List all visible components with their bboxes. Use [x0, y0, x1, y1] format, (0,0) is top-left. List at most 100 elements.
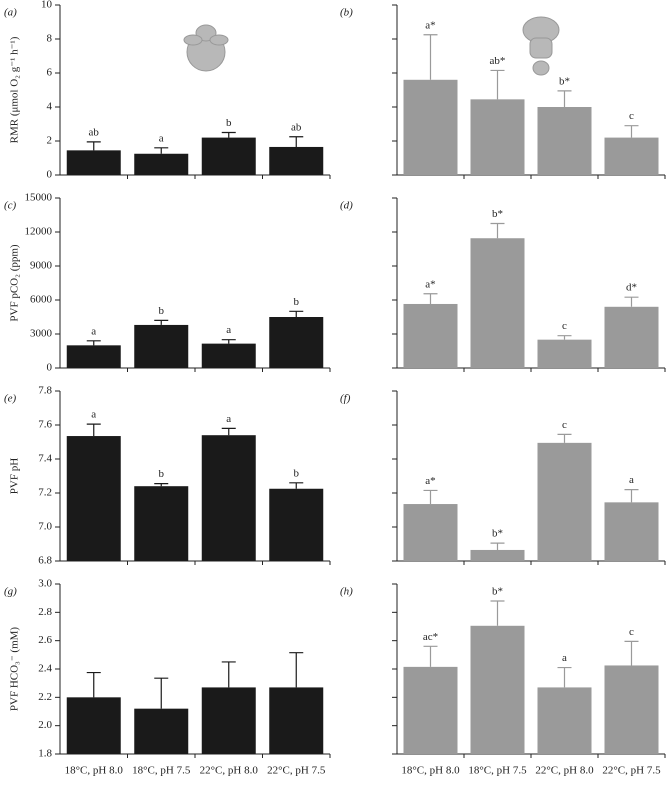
error-bar — [423, 645, 438, 667]
larva-icon — [183, 24, 229, 72]
error-bar — [154, 677, 169, 709]
significance-label: c — [562, 320, 567, 332]
panel-label: (c) — [4, 200, 17, 212]
y-tick-label: 6.8 — [38, 555, 52, 567]
y-tick-label: 8 — [47, 33, 53, 45]
y-tick-label: 4 — [47, 101, 53, 113]
error-bar — [624, 489, 639, 503]
bar — [66, 697, 121, 754]
significance-label: a — [91, 409, 96, 421]
significance-label: b* — [492, 528, 503, 540]
panel-label: (a) — [4, 7, 17, 19]
panel-label: (e) — [4, 393, 17, 405]
bar — [269, 488, 324, 561]
y-tick-label: 10 — [41, 0, 53, 11]
y-tick-label: 2.2 — [38, 691, 52, 703]
significance-label: a — [159, 132, 164, 144]
bar — [269, 317, 324, 368]
pluteus-icon — [522, 16, 560, 76]
y-tick-label: 7.6 — [38, 419, 52, 431]
significance-label: ab — [89, 126, 100, 138]
error-bar — [154, 483, 169, 487]
significance-label: ab* — [490, 55, 506, 67]
bar — [66, 345, 121, 368]
error-bar — [221, 339, 236, 344]
bar — [403, 504, 458, 561]
significance-label: d* — [626, 282, 637, 294]
x-tick-label: 18°C, pH 8.0 — [65, 765, 124, 777]
error-bar — [86, 141, 101, 151]
bar — [537, 339, 592, 368]
y-tick-label: 1.8 — [38, 748, 52, 760]
bar — [134, 153, 189, 175]
error-bar — [221, 131, 236, 138]
bar — [470, 238, 525, 368]
panel-label: (f) — [340, 393, 351, 405]
bar — [134, 486, 189, 561]
significance-label: a — [226, 413, 231, 425]
significance-label: b — [294, 296, 300, 308]
bar — [403, 666, 458, 754]
x-tick-label: 18°C, pH 8.0 — [401, 765, 460, 777]
bar — [470, 99, 525, 175]
error-bar — [86, 671, 101, 698]
significance-label: b — [226, 117, 232, 129]
error-bar — [86, 423, 101, 437]
error-bar — [557, 433, 572, 443]
x-tick-label: 18°C, pH 7.5 — [132, 765, 191, 777]
error-bar — [289, 652, 304, 688]
bar — [470, 625, 525, 754]
y-tick-label: 7.2 — [38, 487, 52, 499]
x-tick-label: 22°C, pH 8.0 — [200, 765, 259, 777]
error-bar — [490, 600, 505, 626]
error-bar — [154, 147, 169, 154]
significance-label: a* — [425, 19, 435, 31]
error-bar — [557, 90, 572, 107]
error-bar — [221, 661, 236, 688]
significance-label: c — [629, 626, 634, 638]
significance-label: b — [159, 468, 165, 480]
error-bar — [423, 293, 438, 304]
x-tick-label: 18°C, pH 7.5 — [468, 765, 527, 777]
error-bar — [490, 542, 505, 550]
y-tick-label: 2.8 — [38, 606, 52, 618]
y-tick-label: 0 — [47, 169, 53, 181]
y-tick-label: 2 — [47, 135, 53, 147]
y-axis-label: PVF pCO₂ (ppm) — [9, 244, 21, 322]
y-tick-label: 3000 — [30, 328, 53, 340]
error-bar — [423, 489, 438, 505]
error-bar — [289, 136, 304, 147]
y-tick-label: 3.0 — [38, 578, 52, 590]
y-axis-label: PVF HCO₃⁻ (mM) — [9, 627, 21, 712]
panel-label: (d) — [340, 200, 353, 212]
significance-label: b — [294, 467, 300, 479]
error-bar — [624, 296, 639, 307]
bar — [537, 107, 592, 175]
significance-label: b* — [492, 208, 503, 220]
bar — [201, 343, 256, 368]
bar — [201, 137, 256, 175]
bar — [134, 324, 189, 368]
significance-label: a — [226, 324, 231, 336]
y-tick-label: 6000 — [30, 294, 53, 306]
significance-label: c — [629, 110, 634, 122]
error-bar — [490, 222, 505, 239]
significance-label: a* — [425, 475, 435, 487]
bar — [403, 79, 458, 175]
y-tick-label: 7.8 — [38, 385, 52, 397]
error-bar — [557, 335, 572, 340]
x-tick-label: 22°C, pH 8.0 — [535, 765, 594, 777]
bar — [604, 137, 659, 175]
bar — [269, 146, 324, 175]
significance-label: ac* — [423, 631, 438, 643]
significance-label: a — [91, 325, 96, 337]
panel-label: (g) — [4, 586, 17, 598]
bar — [403, 303, 458, 368]
y-tick-label: 15000 — [25, 192, 53, 204]
bar — [604, 306, 659, 368]
error-bar — [423, 34, 438, 80]
y-tick-label: 0 — [47, 362, 53, 374]
x-tick-label: 22°C, pH 7.5 — [267, 765, 326, 777]
x-tick-label: 22°C, pH 7.5 — [602, 765, 661, 777]
